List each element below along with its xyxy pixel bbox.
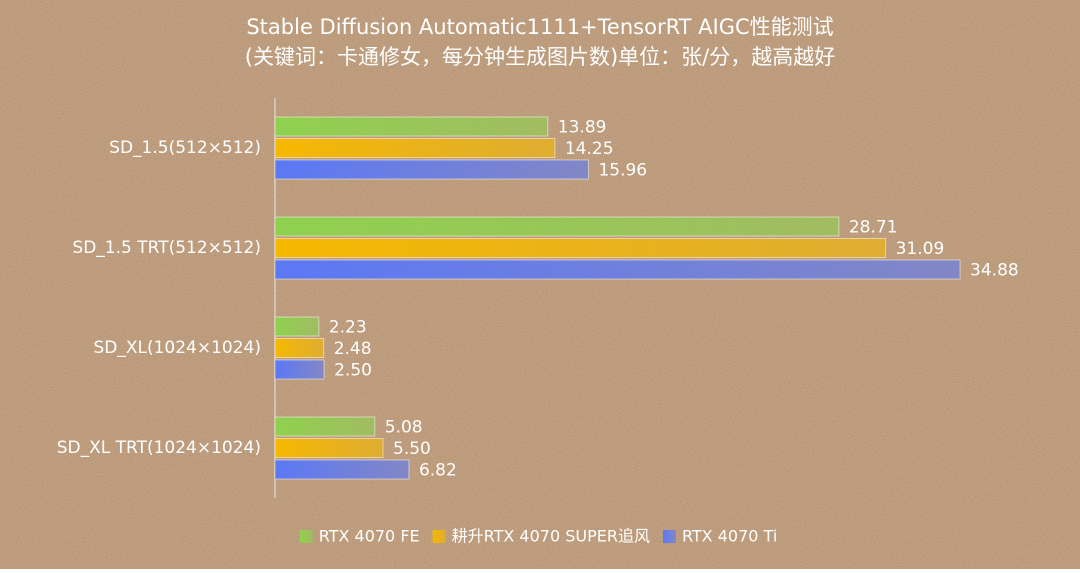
bar [274,338,325,358]
data-label: 5.08 [385,418,423,438]
chart-title: Stable Diffusion Automatic1111+TensorRT … [246,15,833,39]
data-label: 14.25 [565,139,614,159]
bar [274,259,961,280]
data-label: 13.89 [558,118,607,138]
bar [274,116,549,137]
y-tick-label: SD_1.5 TRT(512×512) [72,238,261,258]
legend-label: RTX 4070 FE [319,527,420,546]
y-tick-label: SD_XL(1024×1024) [93,338,261,358]
data-label: 34.88 [970,261,1019,281]
bar [274,216,840,237]
legend-swatch [432,530,446,543]
chart-subtitle: (关键词：卡通修女，每分钟生成图片数)单位：张/分，越高越好 [245,45,835,69]
legend-swatch [299,530,313,543]
legend-label: 耕升RTX 4070 SUPER追风 [452,527,650,546]
bar [274,316,320,337]
data-label: 2.48 [334,339,372,359]
bar [274,438,384,458]
bar [274,238,887,258]
data-label: 2.23 [329,318,367,338]
bar [274,359,325,380]
data-label: 6.82 [419,461,457,481]
data-label: 28.71 [849,218,898,238]
y-tick-label: SD_XL TRT(1024×1024) [57,438,261,458]
bar [274,138,556,158]
data-label: 15.96 [598,161,647,181]
data-label: 2.50 [334,361,372,381]
bar [274,416,376,437]
bar [274,159,589,180]
bar [274,459,410,480]
y-tick-label: SD_1.5(512×512) [109,138,261,158]
legend-swatch [662,530,676,543]
data-label: 31.09 [896,239,945,259]
legend-label: RTX 4070 Ti [682,527,777,546]
data-label: 5.50 [393,439,431,459]
